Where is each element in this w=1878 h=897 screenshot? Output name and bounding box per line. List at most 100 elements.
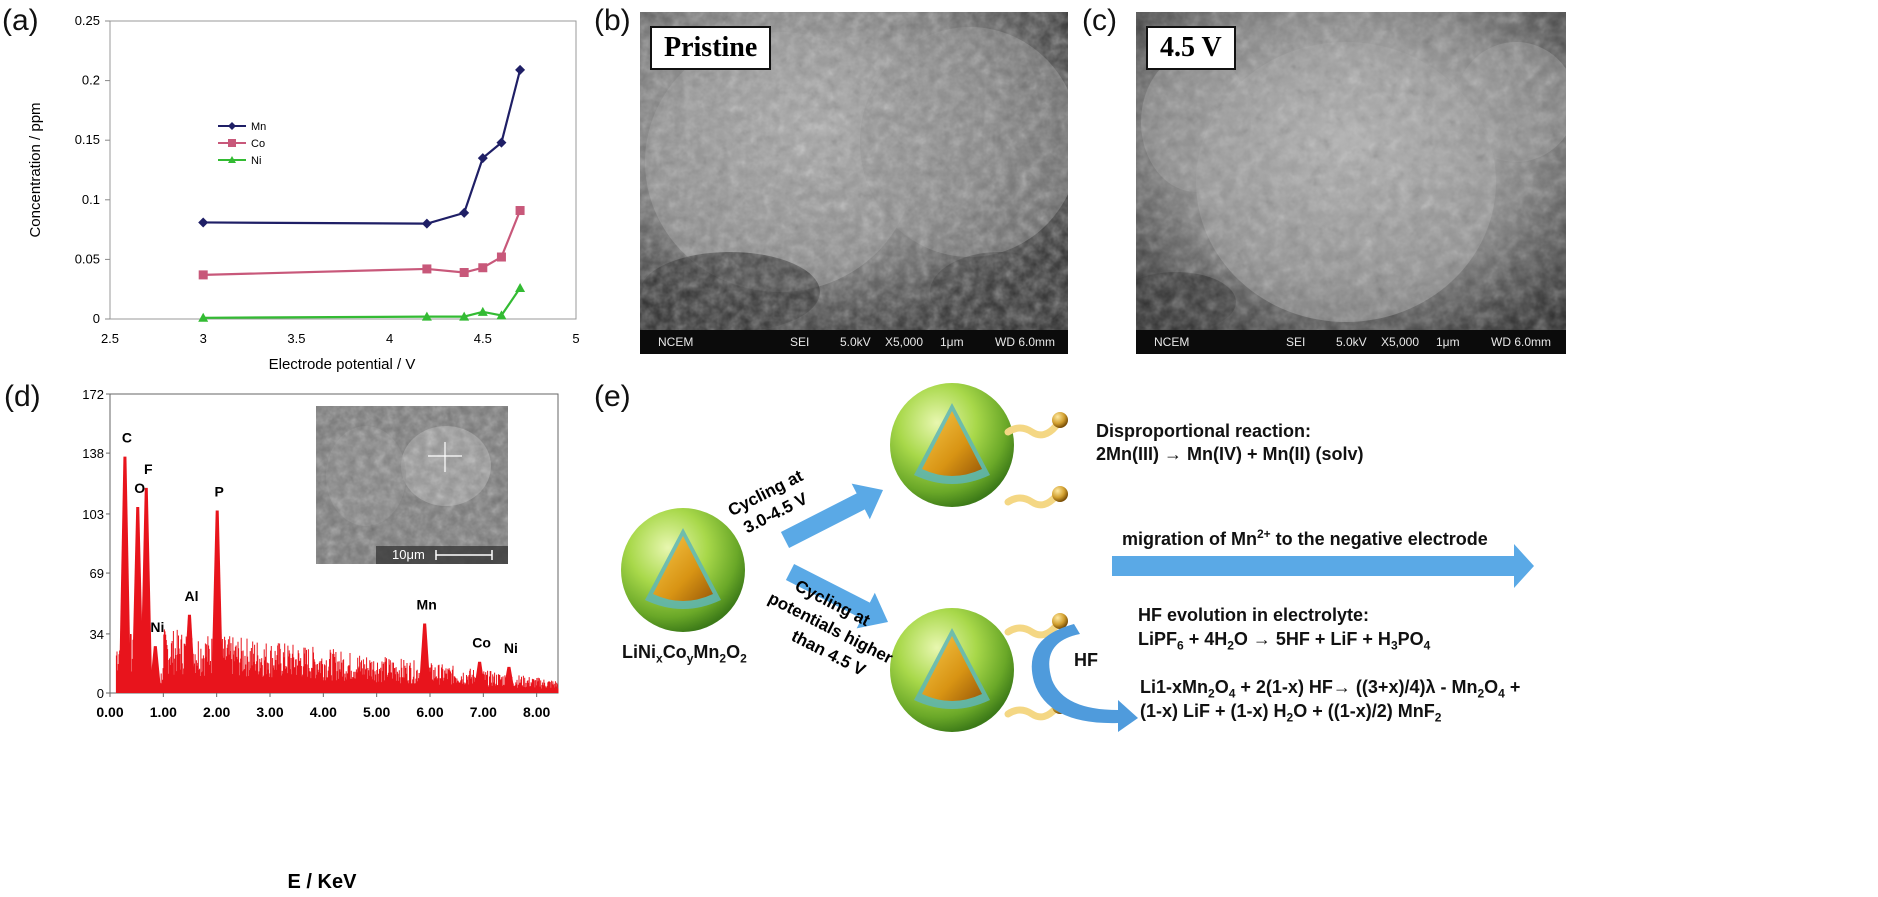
arrow-hf-curved: [1031, 624, 1138, 732]
line-chart-xlabel: Electrode potential / V: [269, 356, 416, 373]
data-point-ni: [496, 310, 507, 320]
y-tick-label: 0: [93, 311, 100, 326]
eds-peak-label: Ni: [150, 619, 164, 635]
data-point-mn: [496, 137, 507, 148]
eds-peak-label: O: [134, 480, 145, 496]
eds-peak-c: [118, 456, 131, 693]
sem-footer-lab: NCEM: [658, 335, 694, 349]
y-tick-label: 0.2: [82, 73, 100, 88]
data-point-co: [515, 206, 525, 216]
legend-marker: [228, 122, 236, 130]
eds-x-tick-label: 7.00: [470, 704, 497, 720]
degradation-scheme: Cycling at 3.0-4.5 V Cycling at potentia…: [621, 383, 1534, 732]
data-point-ni: [421, 311, 432, 321]
data-point-ni: [459, 311, 470, 321]
data-point-co: [198, 270, 208, 280]
sem-footer-voltage: 5.0kV: [840, 335, 871, 349]
y-tick-label: 0.05: [75, 251, 100, 266]
eds-peak-label: Co: [472, 635, 491, 651]
y-tick-label: 0.25: [75, 13, 100, 28]
hf-arrow-label: HF: [1074, 650, 1098, 670]
data-point-mn: [198, 217, 209, 228]
data-point-co: [422, 264, 432, 274]
series-line-ni: [203, 287, 521, 319]
x-tick-label: 3: [200, 331, 207, 346]
eds-peak-mn: [418, 623, 431, 693]
eds-y-ticks: 0 34 69 103 138 172: [82, 387, 110, 701]
data-point-co: [478, 263, 488, 273]
sem-footer-wd: WD 6.0mm: [1491, 335, 1551, 349]
inset-scale-label: 10μm: [392, 547, 425, 562]
series-line-co: [203, 210, 522, 276]
eds-xlabel: E / KeV: [288, 871, 358, 893]
eds-peak-label: C: [122, 430, 132, 446]
line-chart-x-ticks: 2.5 3 3.5 4 4.5 5: [101, 331, 580, 346]
mn-dissolution-equation-1: Li1-xMn2O4 + 2(1-x) HF→ ((3+x)/4)λ - Mn2…: [1140, 677, 1521, 701]
arrow-mn-migration: [1112, 544, 1534, 588]
hf-evolution-equation: LiPF6 + 4H2O → 5HF + LiF + H3PO4: [1138, 629, 1431, 653]
legend-marker: [228, 156, 236, 163]
legend-label-ni: Ni: [251, 155, 261, 167]
eds-peak-p: [211, 510, 224, 693]
eds-peak-ni: [502, 666, 515, 693]
eds-inset-texture: [316, 406, 508, 564]
migration-text: migration of Mn2+ to the negative electr…: [1122, 527, 1488, 549]
data-point-mn: [459, 207, 470, 218]
panel-label-e: (e): [594, 380, 631, 413]
eds-peak-label: P: [215, 483, 224, 499]
eds-inset-sem: 10μm: [316, 406, 508, 564]
data-point-ni: [477, 306, 488, 316]
data-point-ni: [515, 283, 526, 293]
panel-label-a: (a): [2, 4, 39, 37]
line-chart-ylabel: Concentration / ppm: [27, 102, 44, 237]
legend-marker: [228, 139, 236, 147]
eds-x-tick-label: 2.00: [203, 704, 230, 720]
disproportional-title: Disproportional reaction:: [1096, 421, 1312, 441]
eds-x-tick-label: 5.00: [363, 704, 390, 720]
eds-y-tick-label: 103: [82, 507, 104, 522]
line-chart-series: [198, 64, 526, 322]
x-tick-label: 4: [386, 331, 393, 346]
eds-x-ticks: 0.00 1.00 2.00 3.00 4.00 5.00 6.00 7.00 8.00: [96, 693, 551, 720]
sem-footer-mode: SEI: [790, 335, 810, 349]
eds-y-tick-label: 138: [82, 446, 104, 461]
sem-footer-4.5v: NCEM SEI 5.0kV X5,000 1μm WD 6.0mm: [1136, 330, 1566, 354]
panel-label-c: (c): [1082, 4, 1117, 37]
sem-footer-magnification: X5,000: [885, 335, 924, 349]
eds-background: [115, 629, 559, 693]
legend-label-co: Co: [251, 138, 265, 150]
eds-peak-co: [473, 661, 486, 693]
eds-peak-f: [140, 487, 153, 693]
particle-formula: LiNixCoyMn2O2: [622, 642, 747, 666]
eds-background-noise: [115, 629, 559, 693]
line-chart-legend: Mn Co Ni: [218, 121, 266, 167]
sem-tag-4.5v: 4.5 V: [1146, 26, 1236, 70]
sem-image-4.5v: 4.5 V NCEM SEI 5.0kV X5,000 1μm WD 6.0mm: [1136, 12, 1566, 354]
sem-texture-pristine: [640, 12, 1068, 332]
legend-label-mn: Mn: [251, 121, 266, 133]
eds-peak-o: [131, 506, 144, 693]
eds-x-tick-label: 0.00: [96, 704, 123, 720]
particle-pristine: [621, 508, 745, 632]
data-point-co: [496, 252, 506, 262]
eds-y-tick-label: 34: [90, 627, 104, 642]
panel-label-d: (d): [4, 380, 41, 413]
arrow-cycling-3.0-4.5v: [780, 483, 884, 549]
data-point-mn: [421, 218, 432, 229]
sem-footer-voltage: 5.0kV: [1336, 335, 1367, 349]
eds-spectrum-chart: 0 34 69 103 138 172 0.00 1.00 2.00 3.00 4.00 5.00 6…: [82, 387, 559, 893]
data-point-mn: [477, 153, 488, 164]
data-point-mn: [515, 64, 526, 75]
sem-tag-pristine: Pristine: [650, 26, 772, 70]
sem-footer-magnification: X5,000: [1381, 335, 1420, 349]
line-chart-y-ticks: 0 0.05 0.1 0.15 0.2 0.25: [75, 13, 110, 326]
eds-peak-label: Ni: [504, 640, 518, 656]
hf-evolution-title: HF evolution in electrolyte:: [1138, 605, 1370, 625]
panel-label-b: (b): [594, 4, 631, 37]
eds-peak-label: F: [144, 461, 153, 477]
eds-x-tick-label: 4.00: [310, 704, 337, 720]
y-tick-label: 0.1: [82, 192, 100, 207]
disproportional-equation: 2Mn(III) → Mn(IV) + Mn(II) (solv): [1096, 444, 1364, 464]
eds-peak-labels: C OF Ni Al P Mn Co Ni: [122, 430, 518, 656]
dissolved-mn-squiggle: [1004, 422, 1060, 721]
